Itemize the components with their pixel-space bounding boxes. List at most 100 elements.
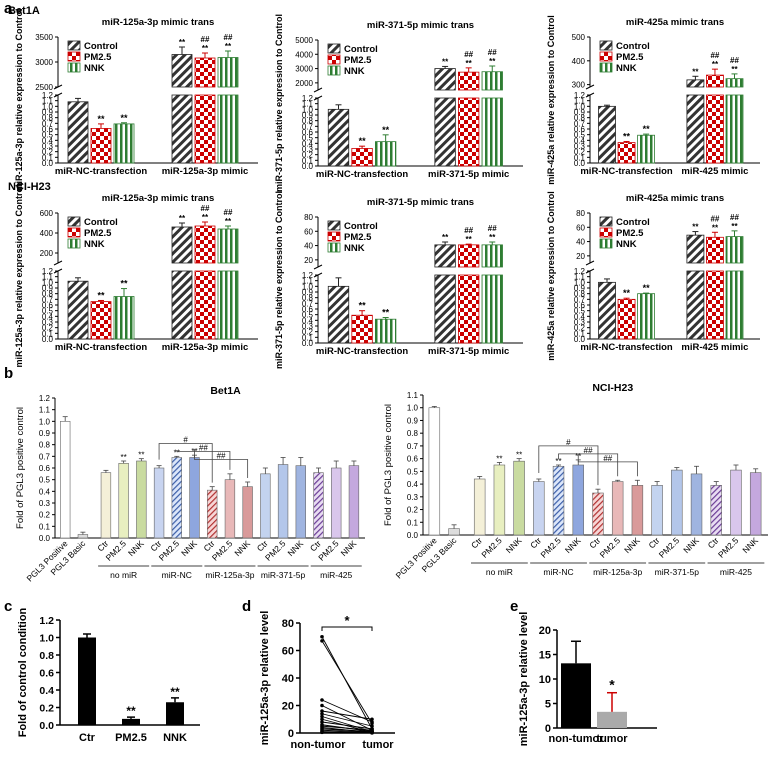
bar [690,473,703,536]
sig-mark: ## [710,51,719,60]
y-tick-label: 0.0 [302,162,314,171]
point-tumor [370,717,374,722]
x-category-label: Ctr [79,732,96,744]
y-tick-label: 0.3 [302,322,314,331]
x-category-label: miR-NC-transfection [316,169,409,180]
bar-nnk [113,296,135,340]
sig-mark: ** [120,279,128,289]
sig-mark: ## [488,224,497,233]
bar-control-upper [686,79,705,88]
x-category-label: miR-NC-transfection [55,342,148,353]
bar-control-upper [434,244,456,268]
bar-nnk-lower [217,94,239,164]
legend-label: PM2.5 [616,52,644,63]
chart-a5: miR-371-5p mimic trans miR-371-5p relativ… [274,191,523,369]
chart-title: miR-425a mimic trans [626,193,724,204]
legend-label: PM2.5 [84,228,112,239]
y-tick-label: 0.0 [39,534,51,543]
y-tick-label: 0.2 [302,151,314,160]
y-tick-label: 0.1 [574,329,586,338]
y-tick-label: 1.1 [39,406,51,415]
panel-label-e: e [510,598,518,615]
bar [60,421,71,539]
bar [118,463,129,539]
y-axis-label: miR-425a relative expression to Control [546,15,556,185]
y-tick-label: 10 [539,674,551,686]
bar [651,485,663,536]
sig-mark: ** [731,222,738,231]
x-category-label: miR-425 mimic [681,166,748,177]
legend-label: Control [616,217,650,228]
bar [166,702,184,725]
y-tick-label: 20 [539,625,551,637]
pair-line [321,705,373,731]
chart-title: miR-371-5p mimic trans [367,20,474,31]
legend-swatch [67,216,81,227]
sig-mark: ** [466,235,473,244]
bar-nnk-lower [481,274,503,344]
bar [730,469,742,536]
bar [493,464,506,536]
sig-mark: ## [224,208,233,217]
x-tick-label: NNK [504,535,524,555]
x-tick-label: NNK [285,538,305,558]
y-tick-label: 40 [576,238,585,247]
y-tick-label: 0.1 [42,329,54,338]
chart-b2: NCI-H23 Fold of PGL3 positive control 0.0 0… [383,382,768,581]
legend-swatch [599,238,613,249]
legend-label: PM2.5 [344,55,372,66]
y-tick-label: 0.9 [302,288,314,297]
x-tick-label: PM2.5 [104,538,129,563]
bar-control-upper [171,226,193,264]
bar-pm25 [351,148,373,167]
bar-control [327,108,350,167]
y-tick-label: 0.9 [574,284,586,293]
y-tick-label: 0.6 [39,668,54,680]
y-tick-label: 0.6 [42,125,54,134]
y-tick-label: 0.3 [302,145,314,154]
y-tick-label: 0.0 [302,339,314,348]
sig-mark: ** [496,454,502,463]
sig-mark: ** [97,290,105,300]
point-non-tumor [320,709,324,713]
y-axis-label: Fold of PGL3 positive control [383,404,394,526]
sig-mark: ** [516,451,522,460]
sig-mark: ** [170,685,180,699]
legend-swatch [599,51,613,62]
pair-line [321,640,373,724]
sig-mark: ** [712,60,719,69]
bar-pm25-upper [458,244,480,268]
y-tick-label: 0.9 [574,108,586,117]
sig-mark: ** [179,38,186,47]
x-tick-label: NNK [232,538,252,558]
sig-mark: ** [731,65,738,74]
point-non-tumor [320,703,324,708]
y-tick-label: 0.5 [302,311,314,320]
sig-mark: ** [174,448,180,457]
comparison-bracket [538,445,599,486]
y-tick-label: 40 [304,242,313,251]
y-tick-label: 1.2 [302,94,314,103]
y-tick-label: 500 [572,33,586,42]
bar-nnk [374,141,397,167]
y-tick-label: 0.5 [574,307,586,316]
bar [78,637,96,725]
point-tumor [370,720,374,724]
bar-pm25 [90,128,112,164]
bar [533,481,545,536]
y-tick-label: 0.3 [574,142,586,151]
bar [295,465,306,539]
chart-title: NCI-H23 [592,382,633,394]
sig-mark: ** [489,57,496,66]
x-tick-label: PM2.5 [157,538,182,563]
x-tick-label: NNK [126,538,146,558]
group-label: miR-371-5p [261,570,306,580]
point-non-tumor [320,711,324,716]
y-tick-label: 3500 [35,33,53,42]
y-tick-label: 0.8 [574,290,586,299]
y-tick-label: 5000 [295,36,313,45]
y-tick-label: 5 [545,699,551,711]
sig-mark: ## [464,50,473,59]
y-tick-label: 1.2 [39,615,54,627]
legend-swatch [67,51,81,62]
